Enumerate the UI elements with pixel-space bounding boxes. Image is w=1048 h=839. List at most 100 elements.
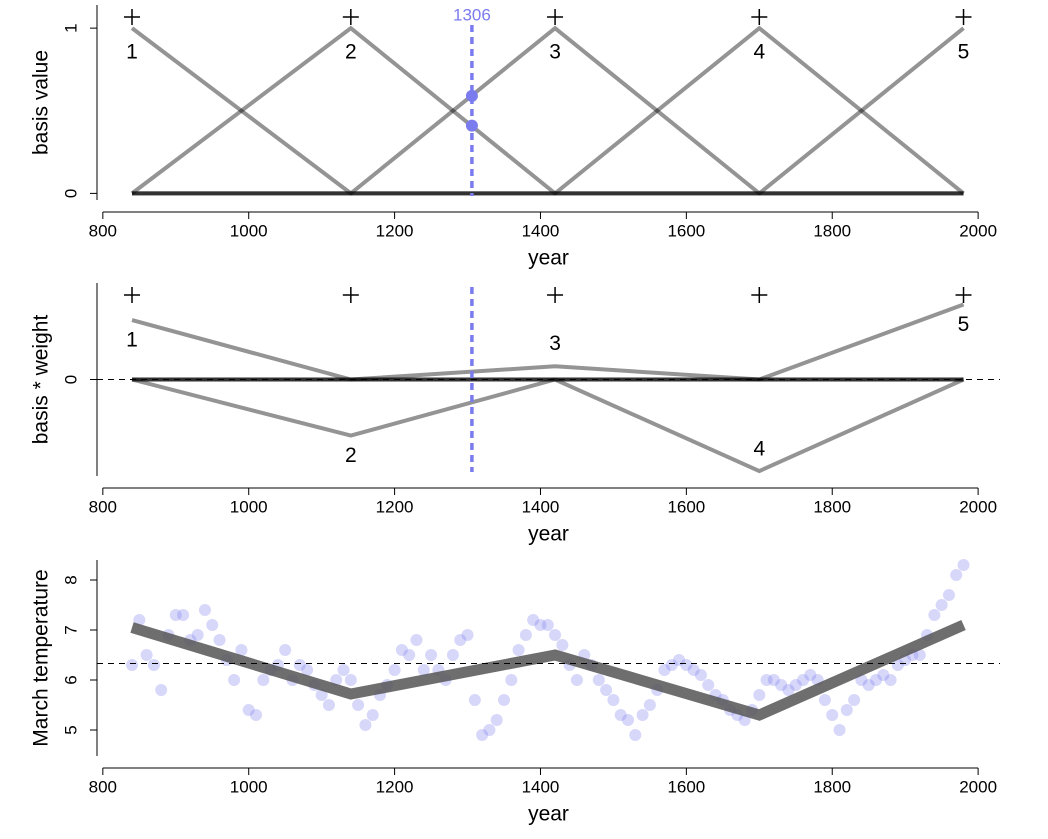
data-point	[169, 609, 182, 621]
data-point	[913, 649, 926, 661]
data-point	[198, 604, 211, 616]
basis-label: 4	[753, 438, 765, 461]
basis-line	[131, 318, 964, 382]
data-point	[702, 679, 715, 691]
x-tick-label: 1600	[667, 777, 705, 796]
data-point	[950, 569, 963, 581]
data-point	[622, 714, 635, 726]
data-point	[891, 659, 904, 671]
basis-line	[130, 26, 964, 196]
knot-marker	[955, 9, 972, 25]
data-point	[155, 684, 168, 696]
x-tick-label: 1200	[376, 221, 414, 240]
data-point	[870, 674, 883, 686]
x-tick-label: 1400	[522, 777, 560, 796]
basis-label: 4	[753, 41, 765, 64]
data-point	[527, 614, 540, 626]
knot-marker	[342, 287, 359, 303]
basis-label: 1	[126, 41, 138, 64]
x-tick-label: 1800	[813, 497, 851, 516]
data-point	[636, 709, 649, 721]
data-point	[600, 684, 613, 696]
x-tick-label: 1000	[230, 497, 268, 516]
highlight-point	[465, 119, 478, 132]
data-point	[410, 634, 423, 646]
x-tick-label: 1800	[813, 221, 851, 240]
data-point	[468, 694, 481, 706]
data-point	[629, 729, 642, 741]
basis-line	[132, 25, 964, 196]
data-point	[490, 714, 503, 726]
data-point	[395, 644, 408, 656]
data-point	[147, 659, 160, 671]
highlight-point	[465, 89, 478, 102]
x-tick-label: 1600	[667, 221, 705, 240]
data-point	[126, 659, 139, 671]
data-point	[446, 649, 459, 661]
data-point	[279, 644, 292, 656]
y-tick-label: 1	[61, 23, 80, 32]
data-point	[242, 704, 255, 716]
basis-label: 5	[958, 41, 970, 64]
x-tick-label: 1400	[522, 497, 560, 516]
data-point	[461, 629, 474, 641]
x-tick-label: 800	[89, 497, 117, 516]
knot-marker	[955, 287, 972, 303]
data-point	[512, 644, 525, 656]
data-point	[797, 674, 810, 686]
data-point	[694, 669, 707, 681]
data-point	[293, 659, 306, 671]
data-point	[519, 629, 532, 641]
data-point	[403, 649, 416, 661]
data-point	[957, 559, 970, 571]
x-tick-label: 1000	[230, 221, 268, 240]
data-point	[483, 724, 496, 736]
basis-label: 3	[549, 41, 561, 64]
data-point	[191, 629, 204, 641]
data-point	[614, 709, 627, 721]
basis-line	[131, 377, 964, 438]
data-point	[206, 619, 219, 631]
data-point	[767, 674, 780, 686]
y-tick-label: 0	[61, 189, 80, 198]
data-point	[140, 649, 153, 661]
data-point	[884, 674, 897, 686]
data-point	[476, 729, 489, 741]
x-tick-label: 1200	[376, 497, 414, 516]
basis-line	[132, 364, 964, 382]
data-point	[775, 679, 788, 691]
y-tick-label: 8	[61, 575, 80, 584]
data-point	[337, 664, 350, 676]
x-tick-label: 1000	[230, 777, 268, 796]
y-tick-label: 6	[61, 675, 80, 684]
data-point	[549, 629, 562, 641]
x-tick-label: 1200	[376, 777, 414, 796]
data-point	[848, 694, 861, 706]
data-point	[235, 644, 248, 656]
knot-marker	[342, 9, 359, 25]
basis-label: 1	[126, 329, 138, 352]
x-axis-label: year	[528, 803, 569, 826]
data-point	[556, 639, 569, 651]
data-point	[928, 609, 941, 621]
basis-label: 2	[345, 444, 357, 467]
data-point	[942, 589, 955, 601]
data-point	[417, 664, 430, 676]
data-point	[388, 664, 401, 676]
data-point	[592, 674, 605, 686]
data-point	[257, 674, 270, 686]
data-point	[753, 689, 766, 701]
data-point	[498, 694, 511, 706]
basis-label: 3	[549, 332, 561, 355]
basis-line	[132, 377, 965, 474]
x-axis-label: year	[528, 523, 569, 546]
data-point	[782, 684, 795, 696]
basis-label: 2	[345, 41, 357, 64]
data-point	[315, 689, 328, 701]
data-point	[935, 599, 948, 611]
basis-label: 5	[958, 313, 970, 336]
data-point	[344, 674, 357, 686]
data-point	[425, 649, 438, 661]
x-tick-label: 1400	[522, 221, 560, 240]
